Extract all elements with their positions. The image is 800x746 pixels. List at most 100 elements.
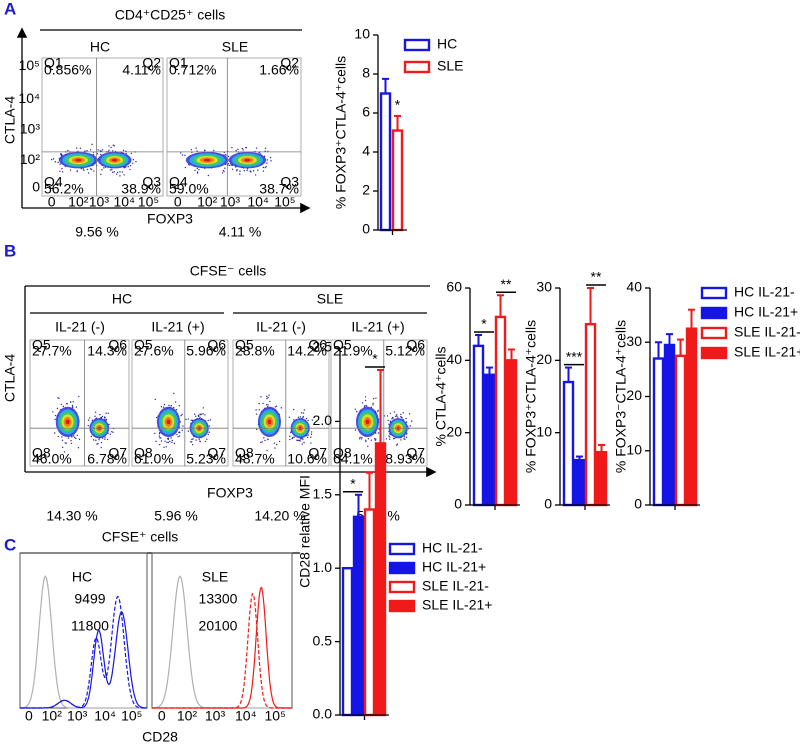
event-dot xyxy=(100,441,103,444)
event-dot xyxy=(311,419,313,421)
event-dot xyxy=(179,421,182,423)
event-dot xyxy=(127,165,129,168)
event-dot xyxy=(107,412,109,414)
event-dot xyxy=(199,440,201,442)
event-dot xyxy=(392,437,395,440)
event-dot xyxy=(354,408,357,410)
event-dot xyxy=(258,409,260,411)
event-dot xyxy=(410,420,413,422)
event-dot xyxy=(252,170,255,172)
gate-name: Q8 xyxy=(32,445,51,461)
gate-name: Q7 xyxy=(406,445,425,461)
gate-name: Q5 xyxy=(333,337,352,353)
event-dot xyxy=(69,401,72,403)
gate-pct: 38.7% xyxy=(259,181,299,197)
event-dot xyxy=(116,171,119,174)
event-dot xyxy=(245,146,247,149)
event-dot xyxy=(231,168,234,170)
event-dot xyxy=(299,440,301,442)
gate-pct: 1.66% xyxy=(259,62,299,78)
event-dot xyxy=(190,149,193,151)
event-dot xyxy=(108,149,110,152)
event-dot xyxy=(310,433,313,436)
x-tick-label: 10³ xyxy=(220,194,241,210)
x-tick-label: 10⁵ xyxy=(265,708,286,724)
gate-pct: 5.12% xyxy=(385,343,425,359)
event-dot xyxy=(187,418,189,420)
gate-pct: 5.23% xyxy=(186,451,226,467)
plot-frame xyxy=(232,339,330,467)
gate-pct: 59.0% xyxy=(169,181,209,197)
event-dot xyxy=(365,405,368,407)
event-dot xyxy=(61,436,63,438)
event-dot xyxy=(76,434,79,436)
event-dot xyxy=(91,143,93,146)
event-dot xyxy=(268,394,270,396)
event-dot xyxy=(197,414,200,417)
event-dot xyxy=(169,440,171,443)
bar xyxy=(374,442,387,717)
gate-name: Q6 xyxy=(308,337,327,353)
event-dot xyxy=(111,169,113,171)
event-dot xyxy=(372,404,374,406)
gate-pct: 28.8% xyxy=(235,343,275,359)
event-dot xyxy=(204,414,206,416)
event-dot xyxy=(198,438,200,440)
event-dot xyxy=(402,412,404,414)
gate-pct: 46.0% xyxy=(32,451,72,467)
event-dot xyxy=(67,437,70,439)
event-dot xyxy=(89,149,92,151)
significance-label: * xyxy=(350,476,356,492)
legend-label: HC IL-21- xyxy=(734,284,795,300)
event-dot xyxy=(99,150,101,152)
plot-frame xyxy=(131,339,229,467)
gate-pct: 21.9% xyxy=(333,343,373,359)
event-dot xyxy=(184,154,186,157)
gate-pct: 6.78% xyxy=(87,451,127,467)
event-dot xyxy=(75,437,77,440)
event-dot xyxy=(273,442,276,444)
x-tick-label: 10³ xyxy=(205,708,226,724)
event-dot xyxy=(258,402,260,405)
y-tick-label: 0 xyxy=(362,221,370,237)
bar xyxy=(595,450,608,507)
event-dot xyxy=(159,437,161,439)
event-dot xyxy=(196,171,199,173)
legend-swatch xyxy=(700,326,728,340)
gate-name: Q5 xyxy=(32,337,51,353)
event-dot xyxy=(72,401,75,403)
event-dot xyxy=(105,412,107,414)
y-tick-label: 60 xyxy=(446,279,462,295)
panel-label: A xyxy=(4,0,16,18)
event-dot xyxy=(387,419,389,422)
event-dot xyxy=(256,428,258,431)
legend-swatch xyxy=(403,38,431,52)
gate-pct: 38.9% xyxy=(121,181,161,197)
event-dot xyxy=(91,419,94,421)
y-tick-label: 2.0 xyxy=(313,412,333,428)
significance-label: * xyxy=(372,351,378,367)
event-dot xyxy=(194,169,196,172)
legend-swatch xyxy=(388,561,416,575)
event-dot xyxy=(249,170,252,172)
event-dot xyxy=(365,440,367,443)
gate-pct: 0.712% xyxy=(169,62,216,78)
event-dot xyxy=(86,168,89,171)
event-dot xyxy=(112,144,114,146)
event-dot xyxy=(199,416,201,419)
event-dot xyxy=(266,397,268,400)
event-dot xyxy=(389,412,392,415)
event-dot xyxy=(266,449,268,452)
event-dot xyxy=(77,446,80,449)
event-dot xyxy=(257,169,259,171)
mfi-value: 11800 xyxy=(71,618,109,634)
event-dot xyxy=(198,168,200,171)
event-dot xyxy=(113,171,115,173)
significance-label: *** xyxy=(566,348,583,364)
x-tick-label: 10² xyxy=(197,194,218,210)
x-tick-label: 10² xyxy=(177,708,198,724)
group-label: SLE xyxy=(317,291,343,307)
group-label: SLE xyxy=(202,569,228,585)
group-label: HC xyxy=(112,291,132,307)
event-dot xyxy=(187,430,190,432)
